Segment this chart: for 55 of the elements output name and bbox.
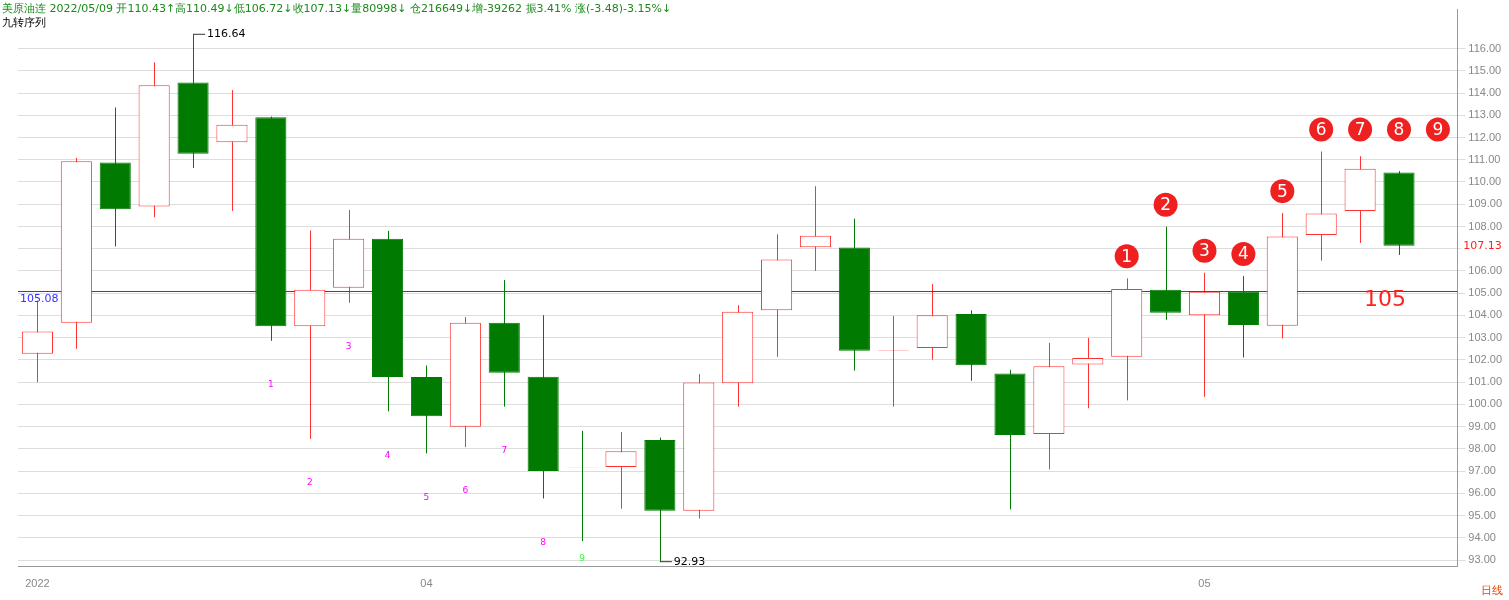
y-tick-label: 104.00 <box>1468 308 1503 321</box>
annotation: 2 <box>1160 194 1172 215</box>
annotation: 6 <box>462 485 469 496</box>
y-tick-label: 100.00 <box>1468 397 1503 410</box>
annotation: 105 <box>1364 285 1406 311</box>
candlestick <box>799 185 832 272</box>
y-tick-label: 113.00 <box>1468 108 1502 121</box>
ref-line-label: 105.08 <box>20 291 59 305</box>
y-tick-label: 99.00 <box>1468 419 1496 432</box>
annotation: 116.64 <box>207 27 246 41</box>
y-tick-label: 111.00 <box>1468 152 1501 165</box>
annotation: 3 <box>1199 240 1210 261</box>
annotation: 7 <box>501 444 508 455</box>
y-tick-label: 98.00 <box>1468 441 1496 454</box>
y-tick-label: 115.00 <box>1468 63 1502 76</box>
text: 日线 <box>1481 583 1503 598</box>
candlestick <box>216 89 248 212</box>
y-tick-label: 116.00 <box>1468 41 1502 54</box>
y-tick-label: 94.00 <box>1468 530 1496 543</box>
x-tick-label: 05 <box>1198 577 1211 590</box>
y-tick-label: 103.00 <box>1468 330 1503 343</box>
annotation: 7 <box>1354 118 1366 139</box>
annotation: 1 <box>267 379 274 390</box>
annotation: 5 <box>1276 180 1288 201</box>
y-tick-label: 93.00 <box>1468 553 1496 566</box>
annotation: 3 <box>345 341 352 352</box>
y-tick-label: 112.00 <box>1468 130 1502 143</box>
y-tick-label: 109.00 <box>1468 197 1503 210</box>
annotation: 5 <box>423 491 430 502</box>
candlestick <box>1072 337 1104 409</box>
y-tick-label: 114.00 <box>1468 86 1502 99</box>
y-tick-label: 101.00 <box>1468 375 1503 388</box>
annotation: 6 <box>1315 118 1327 139</box>
annotation: 4 <box>1237 243 1249 264</box>
y-tick-label: 102.00 <box>1468 352 1503 365</box>
annotation: 9 <box>579 553 586 564</box>
y-tick-label: 110.00 <box>1468 175 1502 188</box>
y-tick-label: 97.00 <box>1468 464 1496 477</box>
x-tick-label: 04 <box>420 577 433 590</box>
annotation: 8 <box>1393 118 1405 139</box>
y-tick-label: 96.00 <box>1468 486 1496 499</box>
annotation: 4 <box>384 449 391 460</box>
text: 107.13 <box>1463 238 1502 252</box>
annotation: 8 <box>540 536 547 547</box>
annotation: 92.93 <box>673 554 706 568</box>
y-tick-label: 105.00 <box>1468 286 1503 299</box>
x-tick-label: 2022 <box>25 577 50 590</box>
chart-title: 美原油连 2022/05/09 开110.43↑高110.49↓低106.72↓收107.13↓量80998↓ 仓216649↓增-39262 振3.41% 涨(-3.48)-3.15%↓ <box>2 1 672 16</box>
y-tick-label: 106.00 <box>1468 263 1503 276</box>
y-tick-label: 95.00 <box>1468 508 1496 521</box>
y-tick-label: 108.00 <box>1468 219 1503 232</box>
annotation: 1 <box>1121 245 1133 266</box>
annotation: 9 <box>1432 118 1444 139</box>
annotation: 2 <box>306 477 313 488</box>
text: 九转序列 <box>2 15 46 30</box>
